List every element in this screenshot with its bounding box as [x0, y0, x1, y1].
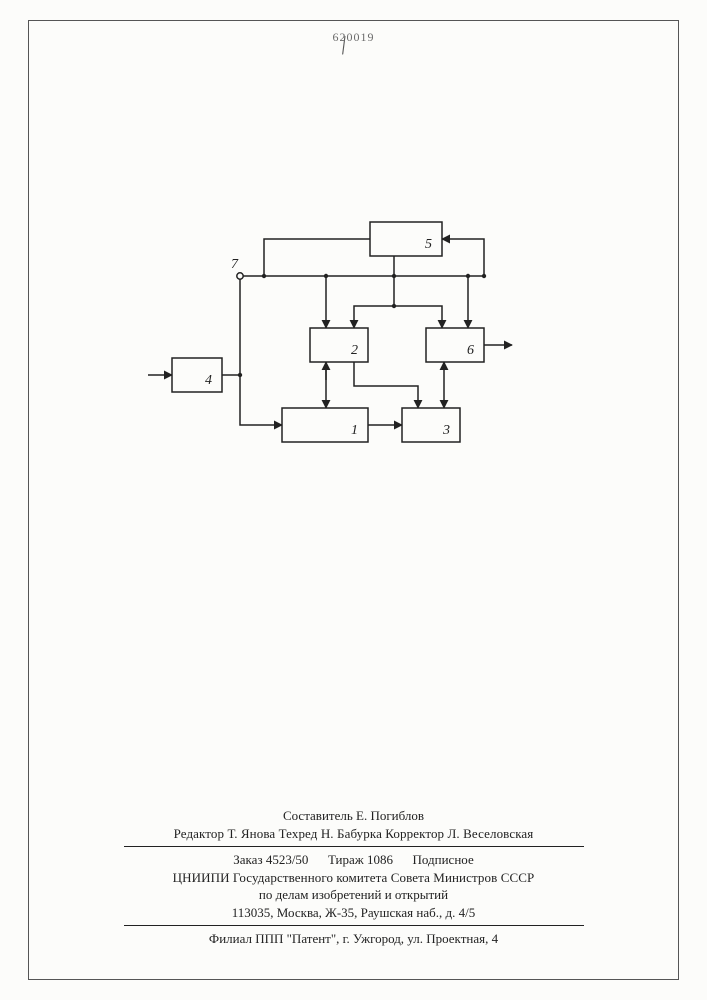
footer-org-1: ЦНИИПИ Государственного комитета Совета … [0, 869, 707, 887]
junction-dot [466, 274, 470, 278]
imprint-footer: Составитель Е. Погиблов Редактор Т. Янов… [0, 807, 707, 948]
footer-subscription: Подписное [413, 852, 474, 867]
edge [354, 362, 418, 408]
junction-dot [262, 274, 266, 278]
page: ╱ 620019 1234567 Составитель Е. Погиблов… [0, 0, 707, 1000]
block-n3 [402, 408, 460, 442]
footer-editors: Редактор Т. Янова Техред Н. Бабурка Корр… [0, 825, 707, 843]
edge [240, 375, 282, 425]
footer-branch: Филиал ППП "Патент", г. Ужгород, ул. Про… [0, 930, 707, 948]
edge [394, 306, 442, 328]
footer-org-2: по делам изобретений и открытий [0, 886, 707, 904]
edge [354, 306, 394, 328]
block-diagram: 1 2 3 4 5 6 7 [130, 210, 570, 470]
footer-order: Заказ 4523/50 [233, 852, 308, 867]
footer-tirazh: Тираж 1086 [328, 852, 393, 867]
footer-address: 113035, Москва, Ж-35, Раушская наб., д. … [0, 904, 707, 922]
junction-dot [392, 274, 396, 278]
footer-compiler: Составитель Е. Погиблов [0, 807, 707, 825]
junction-dot [392, 304, 396, 308]
footer-order-line: Заказ 4523/50 Тираж 1086 Подписное [0, 851, 707, 869]
block-n4 [172, 358, 222, 392]
junction-dot [482, 274, 486, 278]
block-label-n2: 2 [351, 343, 358, 358]
footer-rule-1 [124, 846, 584, 847]
junction-dot [238, 373, 242, 377]
edge [442, 239, 484, 276]
junction-dot [324, 274, 328, 278]
block-label-n1: 1 [351, 423, 358, 438]
block-label-n3: 3 [442, 423, 450, 438]
block-label-n6: 6 [467, 343, 474, 358]
document-number: 620019 [333, 30, 375, 45]
terminal-label-t7: 7 [231, 257, 239, 272]
terminal-t7 [237, 273, 243, 279]
block-label-n5: 5 [425, 237, 432, 252]
block-n2 [310, 328, 368, 362]
footer-rule-2 [124, 925, 584, 926]
block-label-n4: 4 [205, 373, 212, 388]
edge [264, 239, 370, 276]
block-n6 [426, 328, 484, 362]
diagram-svg: 1 2 3 4 5 6 7 [130, 210, 570, 470]
